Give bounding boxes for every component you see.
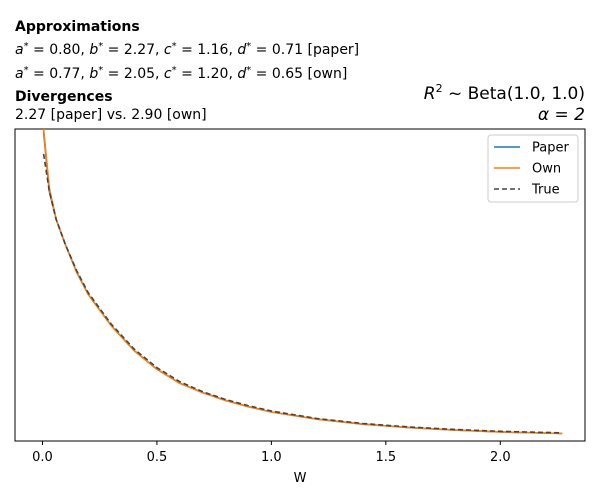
series-line-own — [42, 128, 563, 435]
paper-a-value: 0.80 — [49, 42, 80, 58]
x-tick-label: 0.5 — [147, 450, 168, 465]
paper-tag: [paper] — [308, 42, 360, 58]
prior-distribution: ~ Beta(1.0, 1.0) — [443, 84, 585, 104]
x-axis-label: W — [294, 471, 307, 486]
series-line-true — [42, 153, 563, 434]
prior-title: R2 ~ Beta(1.0, 1.0) — [424, 82, 585, 104]
plot-frame — [14, 128, 586, 442]
own-a-value: 0.77 — [49, 66, 80, 82]
alpha-title: α = 2 — [538, 105, 585, 125]
legend-label-paper: Paper — [532, 141, 569, 156]
paper-b-value: 2.27 — [124, 42, 155, 58]
own-tag: [own] — [308, 66, 348, 82]
x-tick-label: 1.5 — [375, 450, 396, 465]
x-tick-label: 1.0 — [261, 450, 282, 465]
legend-label-true: True — [531, 183, 560, 198]
divergences-heading: Divergences — [15, 89, 113, 105]
own-d-value: 0.65 — [272, 66, 303, 82]
x-axis-ticks: 0.0 0.5 1.0 1.5 2.0 — [32, 441, 511, 465]
legend: Paper Own True — [487, 134, 579, 203]
approximations-heading: Approximations — [15, 19, 140, 35]
own-b-value: 2.05 — [124, 66, 155, 82]
divergences-text: 2.27 [paper] vs. 2.90 [own] — [15, 107, 207, 123]
prior-superscript: 2 — [436, 82, 443, 95]
legend-label-own: Own — [532, 162, 561, 177]
prior-symbol: R — [424, 84, 436, 104]
own-c-value: 1.20 — [197, 66, 228, 82]
paper-c-value: 1.16 — [197, 42, 228, 58]
paper-d-value: 0.71 — [272, 42, 303, 58]
legend-box — [487, 134, 579, 203]
series-layer — [42, 128, 563, 435]
own-params-line: a* = 0.77, b* = 2.05, c* = 1.20, d* = 0.… — [15, 65, 347, 82]
x-tick-label: 2.0 — [490, 450, 511, 465]
series-line-paper — [42, 132, 563, 435]
x-tick-label: 0.0 — [32, 450, 53, 465]
paper-params-line: a* = 0.80, b* = 2.27, c* = 1.16, d* = 0.… — [15, 41, 359, 58]
